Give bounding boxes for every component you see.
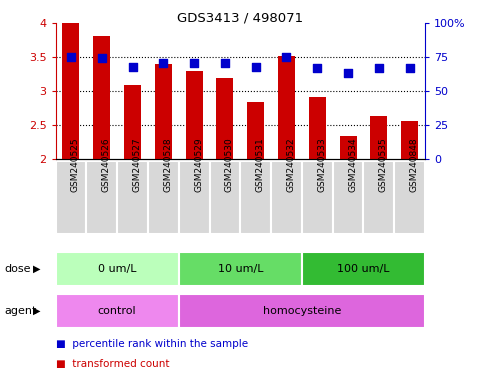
Bar [333,161,364,234]
Bar [62,23,79,159]
Text: GSM240532: GSM240532 [286,137,296,192]
Point [252,64,259,70]
Bar [278,56,295,159]
Text: GSM240525: GSM240525 [71,137,80,192]
Text: GSM240529: GSM240529 [194,137,203,192]
Bar [86,161,117,234]
Text: GSM240527: GSM240527 [132,137,142,192]
Text: ▶: ▶ [32,306,40,316]
Bar [271,161,302,234]
Text: GSM240848: GSM240848 [410,137,419,192]
Text: 10 um/L: 10 um/L [217,264,263,274]
Bar [364,161,394,234]
Bar [394,161,425,234]
Bar [148,161,179,234]
Point [98,55,106,61]
Bar [247,102,264,159]
Text: GSM240533: GSM240533 [317,137,327,192]
Text: ■  transformed count: ■ transformed count [56,359,169,369]
Bar [124,85,141,159]
Bar [93,36,110,159]
Bar [179,294,425,328]
Bar [185,71,202,159]
Point [128,64,136,70]
Text: homocysteine: homocysteine [263,306,341,316]
Bar [155,64,172,159]
Point [375,65,383,71]
Text: dose: dose [5,264,31,274]
Bar [302,161,333,234]
Text: GDS3413 / 498071: GDS3413 / 498071 [177,12,303,25]
Bar [117,161,148,234]
Text: ■  percentile rank within the sample: ■ percentile rank within the sample [56,339,248,349]
Bar [340,136,356,159]
Point [344,70,352,76]
Bar [56,252,179,286]
Bar [216,78,233,159]
Text: GSM240534: GSM240534 [348,137,357,192]
Text: 0 um/L: 0 um/L [98,264,136,274]
Text: GSM240531: GSM240531 [256,137,265,192]
Point [67,54,75,60]
Point [221,60,229,66]
Bar [210,161,240,234]
Text: GSM240528: GSM240528 [163,137,172,192]
Bar [179,252,302,286]
Text: 100 um/L: 100 um/L [337,264,390,274]
Bar [56,161,86,234]
Bar [302,252,425,286]
Text: ▶: ▶ [32,264,40,274]
Text: GSM240526: GSM240526 [102,137,111,192]
Text: control: control [98,306,136,316]
Text: GSM240535: GSM240535 [379,137,388,192]
Point [190,60,198,66]
Text: agent: agent [5,306,37,316]
Bar [401,121,418,159]
Bar [240,161,271,234]
Bar [370,116,387,159]
Point [159,60,167,66]
Point [283,54,290,60]
Bar [179,161,210,234]
Bar [56,294,179,328]
Point [406,65,413,71]
Point [313,65,321,71]
Bar [309,97,326,159]
Text: GSM240530: GSM240530 [225,137,234,192]
